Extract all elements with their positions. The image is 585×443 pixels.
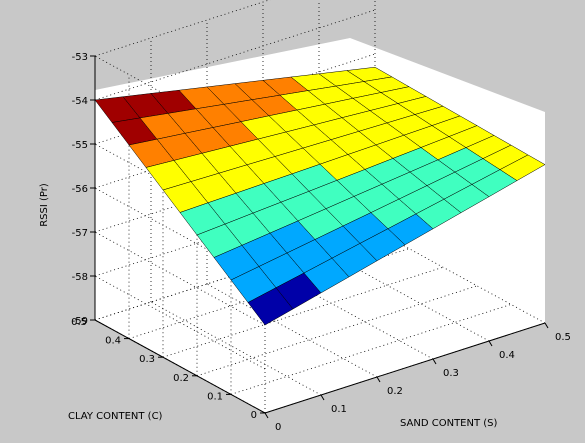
y-axis-label: CLAY CONTENT (C) bbox=[68, 411, 163, 422]
y-tick-label: 0.5 bbox=[71, 317, 87, 328]
z-tick-label: -54 bbox=[72, 96, 88, 107]
x-tick-label: 0.3 bbox=[443, 368, 459, 379]
grid-line bbox=[318, 247, 490, 342]
x-tick-mark bbox=[264, 412, 269, 419]
x-tick-mark bbox=[544, 322, 549, 329]
z-axis-label: RSSI (Pr) bbox=[39, 183, 50, 227]
x-tick-mark bbox=[432, 358, 437, 365]
grid-line bbox=[150, 301, 322, 396]
x-tick-mark bbox=[320, 394, 325, 401]
grid-line bbox=[262, 265, 434, 360]
z-tick-label: -57 bbox=[72, 228, 88, 239]
x-tick-label: 0.2 bbox=[387, 386, 403, 397]
surface-patch bbox=[499, 154, 546, 181]
tick-labels: 0 0.1 0.2 0.3 0.4 0.5 0 0.1 0.2 0.3 0.4 0.5 -53 -54 -5… bbox=[71, 52, 571, 433]
y-tick-label: 0 bbox=[251, 410, 257, 421]
grid-line bbox=[94, 231, 266, 326]
x-tick-label: 0.4 bbox=[499, 350, 515, 361]
surface-mesh bbox=[94, 66, 546, 326]
x-axis-label: SAND CONTENT (S) bbox=[400, 418, 498, 429]
z-tick-label: -56 bbox=[72, 184, 88, 195]
z-tick-label: -55 bbox=[72, 140, 88, 151]
y-axis-line bbox=[94, 319, 266, 414]
x-tick-mark bbox=[488, 340, 493, 347]
z-tick-label: -53 bbox=[72, 52, 88, 63]
x-axis-line bbox=[264, 322, 546, 414]
z-tick-label: -59 bbox=[72, 316, 88, 327]
z-tick-label: -58 bbox=[72, 272, 88, 283]
x-tick-mark bbox=[376, 376, 381, 383]
grid-line bbox=[94, 275, 266, 370]
y-tick-label: 0.2 bbox=[173, 373, 189, 384]
y-tick-label: 0.3 bbox=[139, 354, 155, 365]
x-tick-label: 0 bbox=[275, 422, 281, 433]
grid-line bbox=[206, 283, 378, 378]
grid-line bbox=[374, 229, 546, 324]
axes-frame bbox=[90, 55, 549, 419]
y-tick-label: 0.4 bbox=[105, 336, 121, 347]
y-tick-label: 0.1 bbox=[207, 391, 223, 402]
x-tick-label: 0.1 bbox=[331, 404, 347, 415]
x-tick-label: 0.5 bbox=[555, 332, 571, 343]
